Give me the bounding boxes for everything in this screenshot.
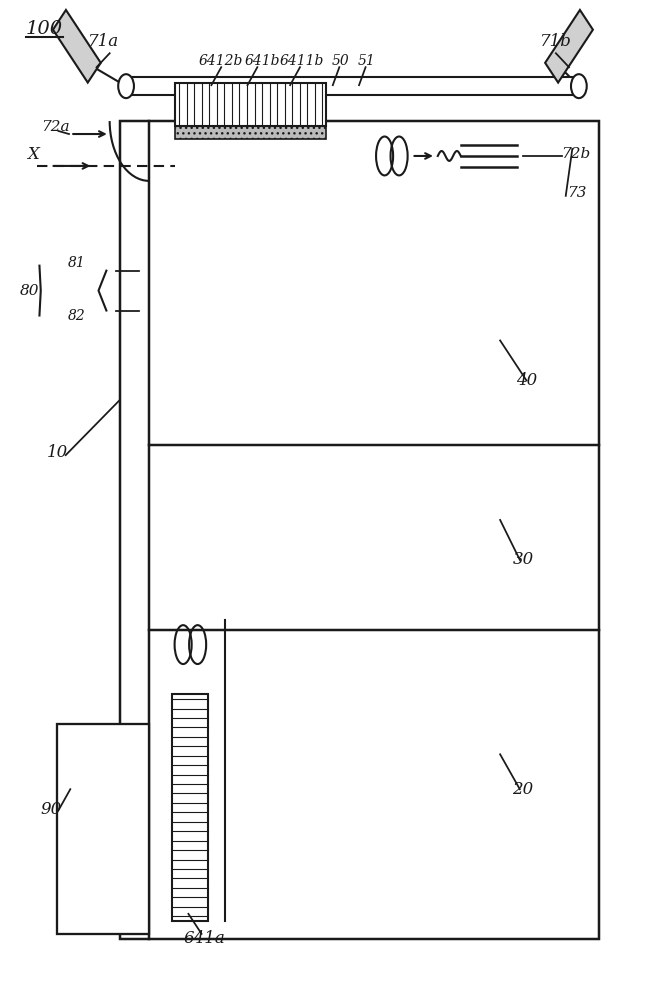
Text: 100: 100 (26, 20, 63, 38)
Text: 10: 10 (47, 444, 68, 461)
Text: 50: 50 (331, 54, 349, 68)
Bar (119, 121, 598, 939)
Text: 641b: 641b (244, 54, 279, 68)
Bar (175, 113, 326, 139)
Text: 82: 82 (68, 309, 86, 323)
Text: 73: 73 (567, 186, 587, 200)
Text: 30: 30 (513, 551, 534, 568)
Text: 90: 90 (40, 801, 61, 818)
Text: 71a: 71a (88, 33, 119, 50)
Bar (126, 77, 579, 95)
Bar (172, 694, 208, 921)
Text: 81: 81 (68, 256, 86, 270)
Text: X: X (27, 146, 39, 163)
Text: 72b: 72b (561, 147, 590, 161)
Ellipse shape (571, 74, 587, 98)
Text: 641a: 641a (184, 930, 225, 947)
Text: 20: 20 (513, 781, 534, 798)
Text: 6412b: 6412b (199, 54, 243, 68)
Ellipse shape (118, 74, 134, 98)
Text: 80: 80 (20, 284, 40, 298)
Text: 72a: 72a (41, 120, 69, 134)
Polygon shape (53, 10, 101, 83)
Bar (175, 83, 326, 126)
Text: 71b: 71b (540, 33, 572, 50)
Text: 51: 51 (358, 54, 376, 68)
Text: 40: 40 (516, 372, 537, 389)
Polygon shape (545, 10, 593, 83)
Bar (57, 724, 149, 934)
Text: 6411b: 6411b (279, 54, 324, 68)
